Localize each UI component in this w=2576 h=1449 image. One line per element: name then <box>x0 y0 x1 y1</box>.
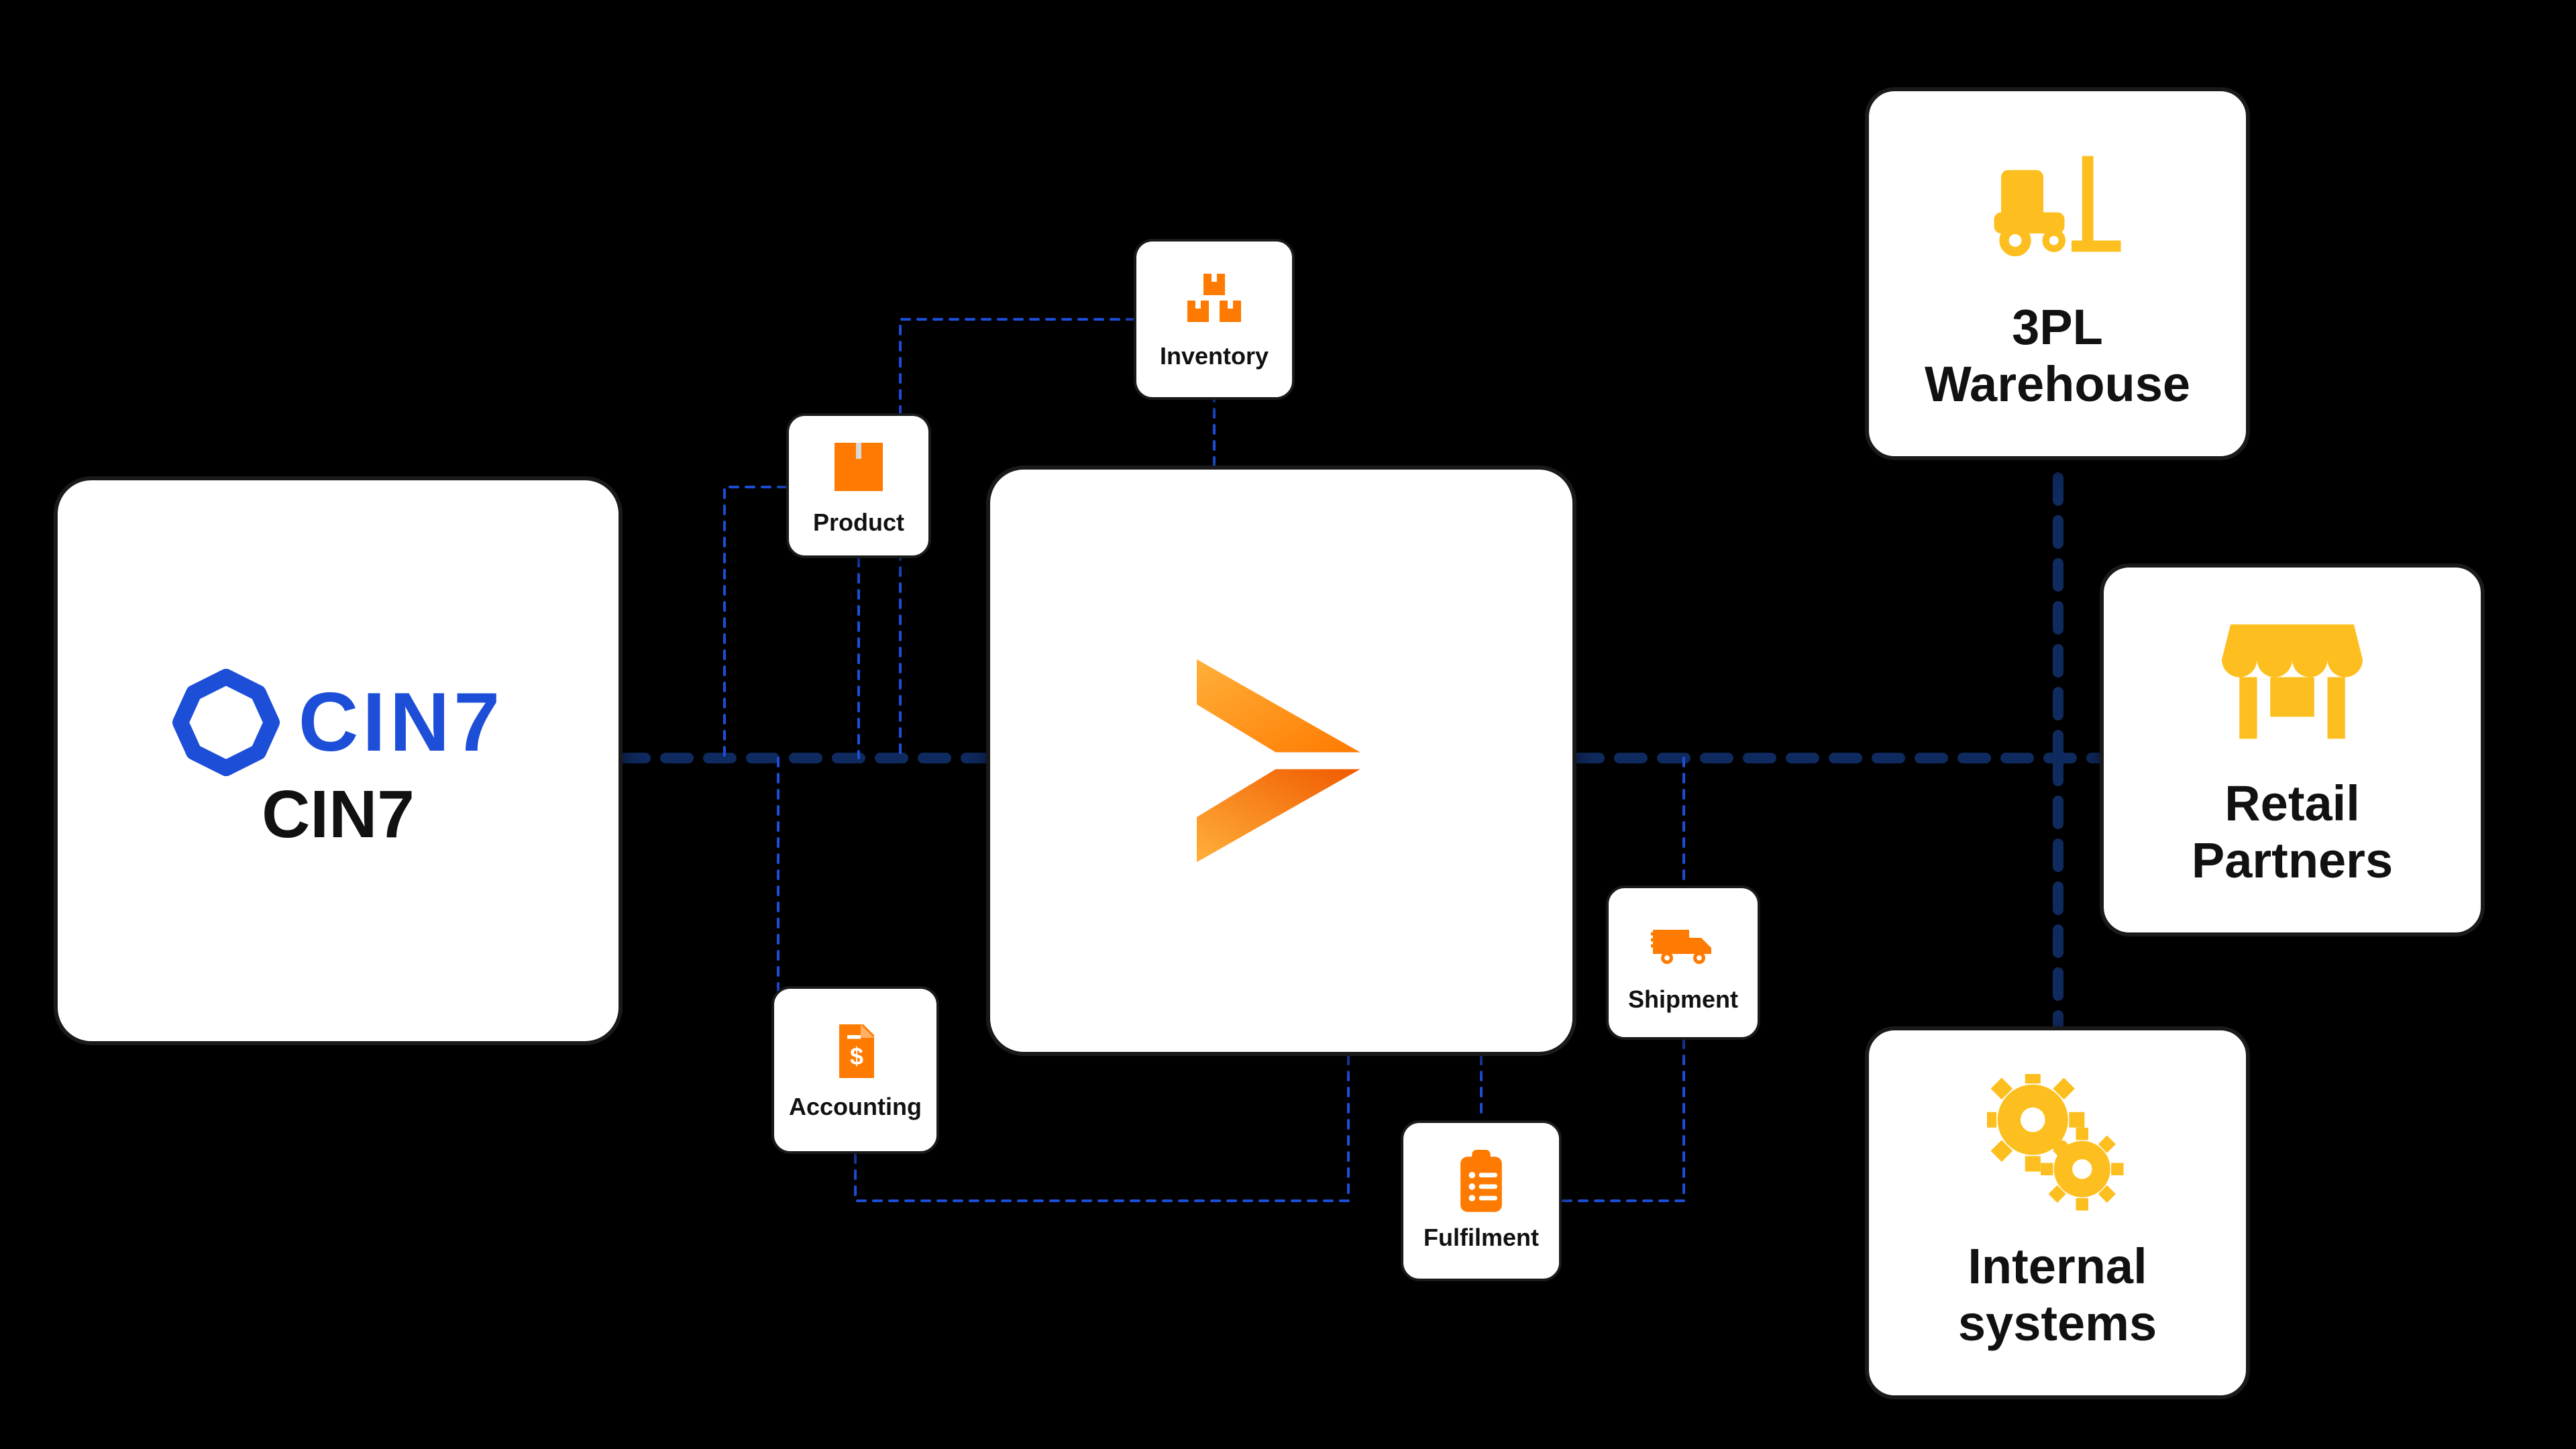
accounting-label: Accounting <box>789 1093 922 1120</box>
cin7-label: CIN7 <box>262 776 415 853</box>
gears-icon <box>1987 1074 2128 1215</box>
hub-chevron-icon <box>1140 620 1422 902</box>
shipment-label: Shipment <box>1628 985 1738 1013</box>
node-inventory: Inventory <box>1134 239 1295 400</box>
inventory-label: Inventory <box>1160 342 1269 370</box>
svg-text:$: $ <box>850 1042 863 1070</box>
edge-shipment→fulfilment <box>1562 1040 1684 1201</box>
retail-label: Retail Partners <box>2192 775 2393 889</box>
integration-diagram: CIN7 CIN7 Product <box>0 0 2576 1449</box>
file-dollar-icon: $ <box>823 1019 888 1083</box>
edge-product left loop <box>724 487 786 758</box>
clipboard-icon <box>1449 1150 1513 1214</box>
hub-logo <box>1140 620 1422 902</box>
node-retail: Retail Partners <box>2100 564 2485 936</box>
fulfilment-label: Fulfilment <box>1424 1224 1539 1251</box>
product-label: Product <box>813 508 904 536</box>
node-internal: Internal systems <box>1865 1026 2250 1399</box>
cin7-logo-icon <box>172 669 280 776</box>
node-fulfilment: Fulfilment <box>1401 1120 1562 1281</box>
node-shipment: Shipment <box>1606 885 1760 1040</box>
node-product: Product <box>786 413 931 558</box>
node-warehouse: 3PL Warehouse <box>1865 87 2250 460</box>
cin7-logo: CIN7 <box>172 669 504 776</box>
node-accounting: $ Accounting <box>771 986 939 1154</box>
warehouse-label: 3PL Warehouse <box>1925 299 2190 413</box>
node-hub <box>986 466 1576 1056</box>
forklift-icon <box>1987 135 2128 276</box>
node-cin7: CIN7 CIN7 <box>54 476 623 1045</box>
internal-label: Internal systems <box>1958 1238 2157 1352</box>
store-icon <box>2222 611 2363 752</box>
truck-icon <box>1651 912 1715 976</box>
box-icon <box>826 435 891 499</box>
boxes-icon <box>1182 268 1246 333</box>
